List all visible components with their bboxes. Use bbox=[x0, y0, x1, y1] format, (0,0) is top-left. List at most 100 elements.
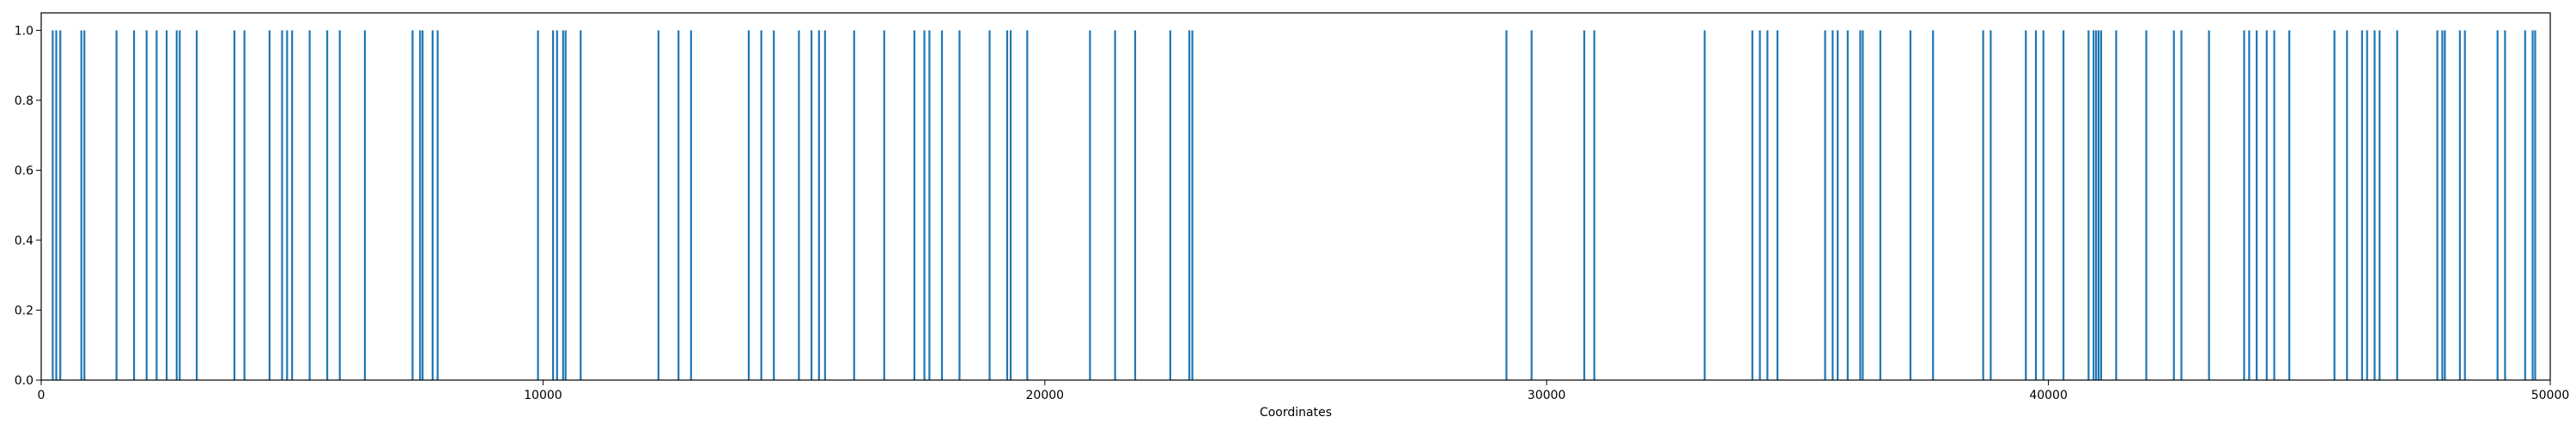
bar-56 bbox=[1114, 30, 1116, 380]
bar-91 bbox=[2145, 30, 2148, 380]
x-axis-ticks: 0 10000 20000 30000 40000 50000 bbox=[38, 380, 2570, 402]
bar-109 bbox=[2441, 30, 2444, 380]
bar-22 bbox=[363, 30, 367, 380]
bar-10 bbox=[175, 30, 178, 380]
bar-42 bbox=[817, 30, 820, 380]
bar-21 bbox=[338, 30, 341, 380]
bar-33 bbox=[580, 30, 582, 380]
bar-44 bbox=[853, 30, 855, 380]
bar-94 bbox=[2208, 30, 2210, 380]
bar-110 bbox=[2444, 30, 2446, 380]
x-axis-title: Coordinates bbox=[1260, 406, 1332, 420]
bar-24 bbox=[419, 30, 422, 380]
bar-62 bbox=[1530, 30, 1533, 380]
x-tick-label: 0 bbox=[38, 389, 46, 402]
bar-96 bbox=[2248, 30, 2251, 380]
bar-70 bbox=[1824, 30, 1826, 380]
bar-107 bbox=[2396, 30, 2398, 380]
bar-35 bbox=[677, 30, 680, 380]
bar-72 bbox=[1837, 30, 1839, 380]
bar-105 bbox=[2373, 30, 2376, 380]
bar-49 bbox=[940, 30, 944, 380]
bar-102 bbox=[2346, 30, 2348, 380]
bar-106 bbox=[2379, 30, 2381, 380]
bar-43 bbox=[823, 30, 826, 380]
bar-101 bbox=[2333, 30, 2336, 380]
bar-12 bbox=[196, 30, 198, 380]
bar-9 bbox=[166, 30, 168, 380]
bars-group bbox=[52, 30, 2537, 380]
bar-67 bbox=[1759, 30, 1761, 380]
x-tick-label: 30000 bbox=[1528, 389, 1566, 402]
bar-2 bbox=[59, 30, 62, 380]
bar-41 bbox=[810, 30, 813, 380]
bar-83 bbox=[2042, 30, 2044, 380]
bar-78 bbox=[1932, 30, 1935, 380]
bar-115 bbox=[2524, 30, 2526, 380]
bar-45 bbox=[883, 30, 885, 380]
bar-11 bbox=[179, 30, 181, 380]
bar-0 bbox=[52, 30, 54, 380]
bar-26 bbox=[431, 30, 434, 380]
bar-36 bbox=[690, 30, 692, 380]
bar-66 bbox=[1751, 30, 1753, 380]
x-tick-label: 50000 bbox=[2531, 389, 2570, 402]
bar-3 bbox=[80, 30, 82, 380]
bar-76 bbox=[1879, 30, 1881, 380]
bar-8 bbox=[155, 30, 158, 380]
bar-75 bbox=[1862, 30, 1864, 380]
bar-113 bbox=[2496, 30, 2499, 380]
bar-18 bbox=[291, 30, 294, 380]
bar-73 bbox=[1846, 30, 1849, 380]
bar-81 bbox=[2025, 30, 2027, 380]
y-tick-label: 0.2 bbox=[15, 304, 33, 317]
bar-69 bbox=[1776, 30, 1779, 380]
bar-82 bbox=[2034, 30, 2038, 380]
bar-31 bbox=[562, 30, 564, 380]
bar-25 bbox=[422, 30, 424, 380]
bar-37 bbox=[747, 30, 750, 380]
bar-39 bbox=[773, 30, 775, 380]
bar-71 bbox=[1832, 30, 1834, 380]
bar-90 bbox=[2115, 30, 2117, 380]
bar-92 bbox=[2172, 30, 2175, 380]
bar-28 bbox=[537, 30, 539, 380]
bar-55 bbox=[1089, 30, 1091, 380]
bar-104 bbox=[2366, 30, 2368, 380]
bar-63 bbox=[1583, 30, 1586, 380]
bar-50 bbox=[958, 30, 961, 380]
bar-57 bbox=[1133, 30, 1137, 380]
bar-74 bbox=[1859, 30, 1862, 380]
bar-112 bbox=[2464, 30, 2466, 380]
bar-95 bbox=[2243, 30, 2245, 380]
bar-40 bbox=[798, 30, 800, 380]
bar-17 bbox=[286, 30, 289, 380]
bar-46 bbox=[913, 30, 915, 380]
bar-20 bbox=[326, 30, 329, 380]
x-tick-label: 20000 bbox=[1026, 389, 1065, 402]
y-tick-label: 0.6 bbox=[15, 164, 33, 178]
bar-14 bbox=[243, 30, 246, 380]
bar-103 bbox=[2360, 30, 2363, 380]
y-tick-label: 1.0 bbox=[15, 24, 33, 38]
bar-85 bbox=[2087, 30, 2090, 380]
bar-80 bbox=[1990, 30, 1992, 380]
bar-84 bbox=[2063, 30, 2065, 380]
bar-116 bbox=[2531, 30, 2534, 380]
x-tick-label: 10000 bbox=[524, 389, 562, 402]
bar-29 bbox=[551, 30, 555, 380]
bar-5 bbox=[115, 30, 118, 380]
bar-77 bbox=[1909, 30, 1911, 380]
bar-111 bbox=[2458, 30, 2461, 380]
bar-60 bbox=[1191, 30, 1194, 380]
bar-34 bbox=[657, 30, 659, 380]
y-tick-label: 0.0 bbox=[15, 374, 33, 388]
bar-88 bbox=[2097, 30, 2100, 380]
bar-38 bbox=[760, 30, 762, 380]
bar-27 bbox=[436, 30, 439, 380]
bar-87 bbox=[2095, 30, 2098, 380]
bar-4 bbox=[83, 30, 86, 380]
bar-32 bbox=[564, 30, 567, 380]
x-tick-label: 40000 bbox=[2029, 389, 2068, 402]
